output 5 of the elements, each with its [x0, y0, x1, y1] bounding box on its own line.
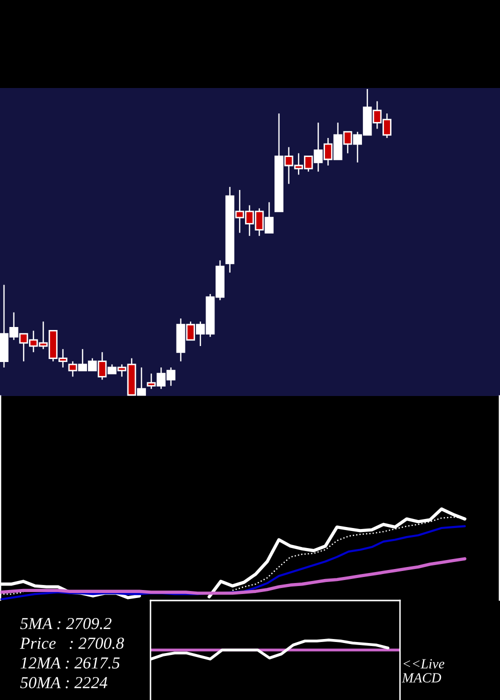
text: 50MA : 2224: [20, 677, 108, 688]
text: 5MA : 2709.2: [20, 618, 112, 630]
text: Price : 2700.8: [20, 638, 124, 649]
text: <<Live MACD: [402, 659, 444, 682]
text: 12MA : 2617.5: [20, 657, 120, 669]
